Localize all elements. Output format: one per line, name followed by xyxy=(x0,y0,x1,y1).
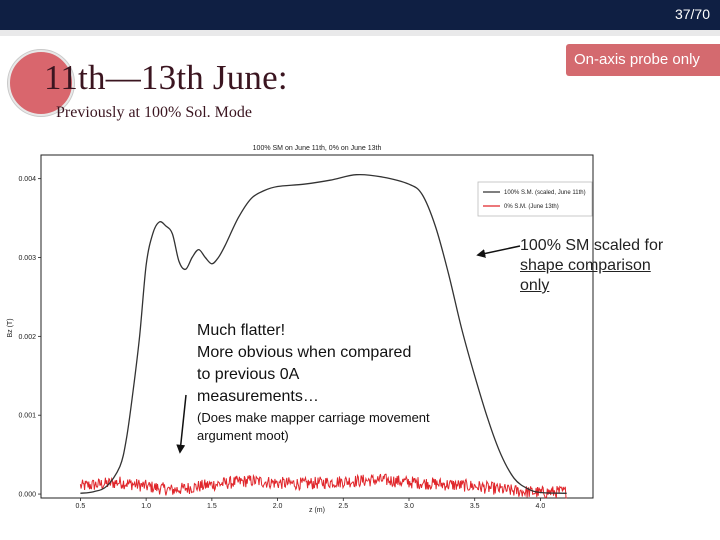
y-tick-label: 0.003 xyxy=(18,255,36,262)
note-line-1: Much flatter! xyxy=(197,322,286,339)
note-line-4: measurements… xyxy=(197,388,319,405)
y-axis-label: Bz (T) xyxy=(7,318,14,337)
note-line-3: to previous 0A xyxy=(197,366,300,383)
x-tick-label: 2.0 xyxy=(273,503,283,510)
callout-line-1: 100% SM scaled for xyxy=(520,237,664,254)
legend: 100% S.M. (scaled, June 11th) 0% S.M. (J… xyxy=(477,181,593,217)
title-circle-decoration xyxy=(8,50,74,116)
y-tick-label: 0.001 xyxy=(18,413,36,420)
y-tick-label: 0.004 xyxy=(18,176,36,183)
x-tick-label: 2.5 xyxy=(338,503,348,510)
callout-line-3: only xyxy=(520,277,550,294)
header-divider xyxy=(0,30,720,36)
slide-subtitle: Previously at 100% Sol. Mode xyxy=(56,104,252,121)
x-ticks: 0.5 1.0 1.5 2.0 2.5 3.0 3.5 4.0 xyxy=(76,498,546,510)
y-tick-label: 0.000 xyxy=(18,492,36,499)
shape-comparison-callout: 100% SM scaled for shape comparison only xyxy=(520,236,716,296)
x-tick-label: 4.0 xyxy=(536,503,546,510)
field-plot: 100% SM on June 11th, 0% on June 13th Bz… xyxy=(0,138,611,518)
y-ticks: 0.000 0.001 0.002 0.003 0.004 xyxy=(18,176,41,499)
note-small-1: (Does make mapper carriage movement xyxy=(197,410,430,425)
slide-header-bar: 37/70 xyxy=(0,0,720,30)
page-number: 37/70 xyxy=(674,6,710,22)
callout-line-2: shape comparison xyxy=(520,257,651,274)
x-tick-label: 3.5 xyxy=(470,503,480,510)
probe-badge: On-axis probe only xyxy=(566,44,720,76)
x-tick-label: 3.0 xyxy=(404,503,414,510)
x-tick-label: 0.5 xyxy=(76,503,86,510)
field-plot-svg: 100% SM on June 11th, 0% on June 13th Bz… xyxy=(0,138,611,518)
y-tick-label: 0.002 xyxy=(18,334,36,341)
x-axis-label: z (m) xyxy=(309,507,325,514)
plot-title: 100% SM on June 11th, 0% on June 13th xyxy=(253,145,382,152)
callout-arrow xyxy=(476,245,521,258)
flatness-note: Much flatter! More obvious when compared… xyxy=(197,320,477,444)
series-scaled-line xyxy=(80,173,567,494)
legend-label-scaled: 100% S.M. (scaled, June 11th) xyxy=(504,190,586,196)
note-arrow xyxy=(176,394,187,454)
x-tick-label: 1.0 xyxy=(141,503,151,510)
legend-box xyxy=(477,181,593,217)
x-tick-label: 1.5 xyxy=(207,503,217,510)
legend-label-zero: 0% S.M. (June 13th) xyxy=(504,204,559,210)
slide-title: 11th—13th June: xyxy=(44,58,288,97)
series-zero-percent-line xyxy=(79,473,567,499)
plot-frame xyxy=(40,154,594,499)
note-line-2: More obvious when compared xyxy=(197,344,412,361)
note-small-2: argument moot) xyxy=(197,428,289,443)
